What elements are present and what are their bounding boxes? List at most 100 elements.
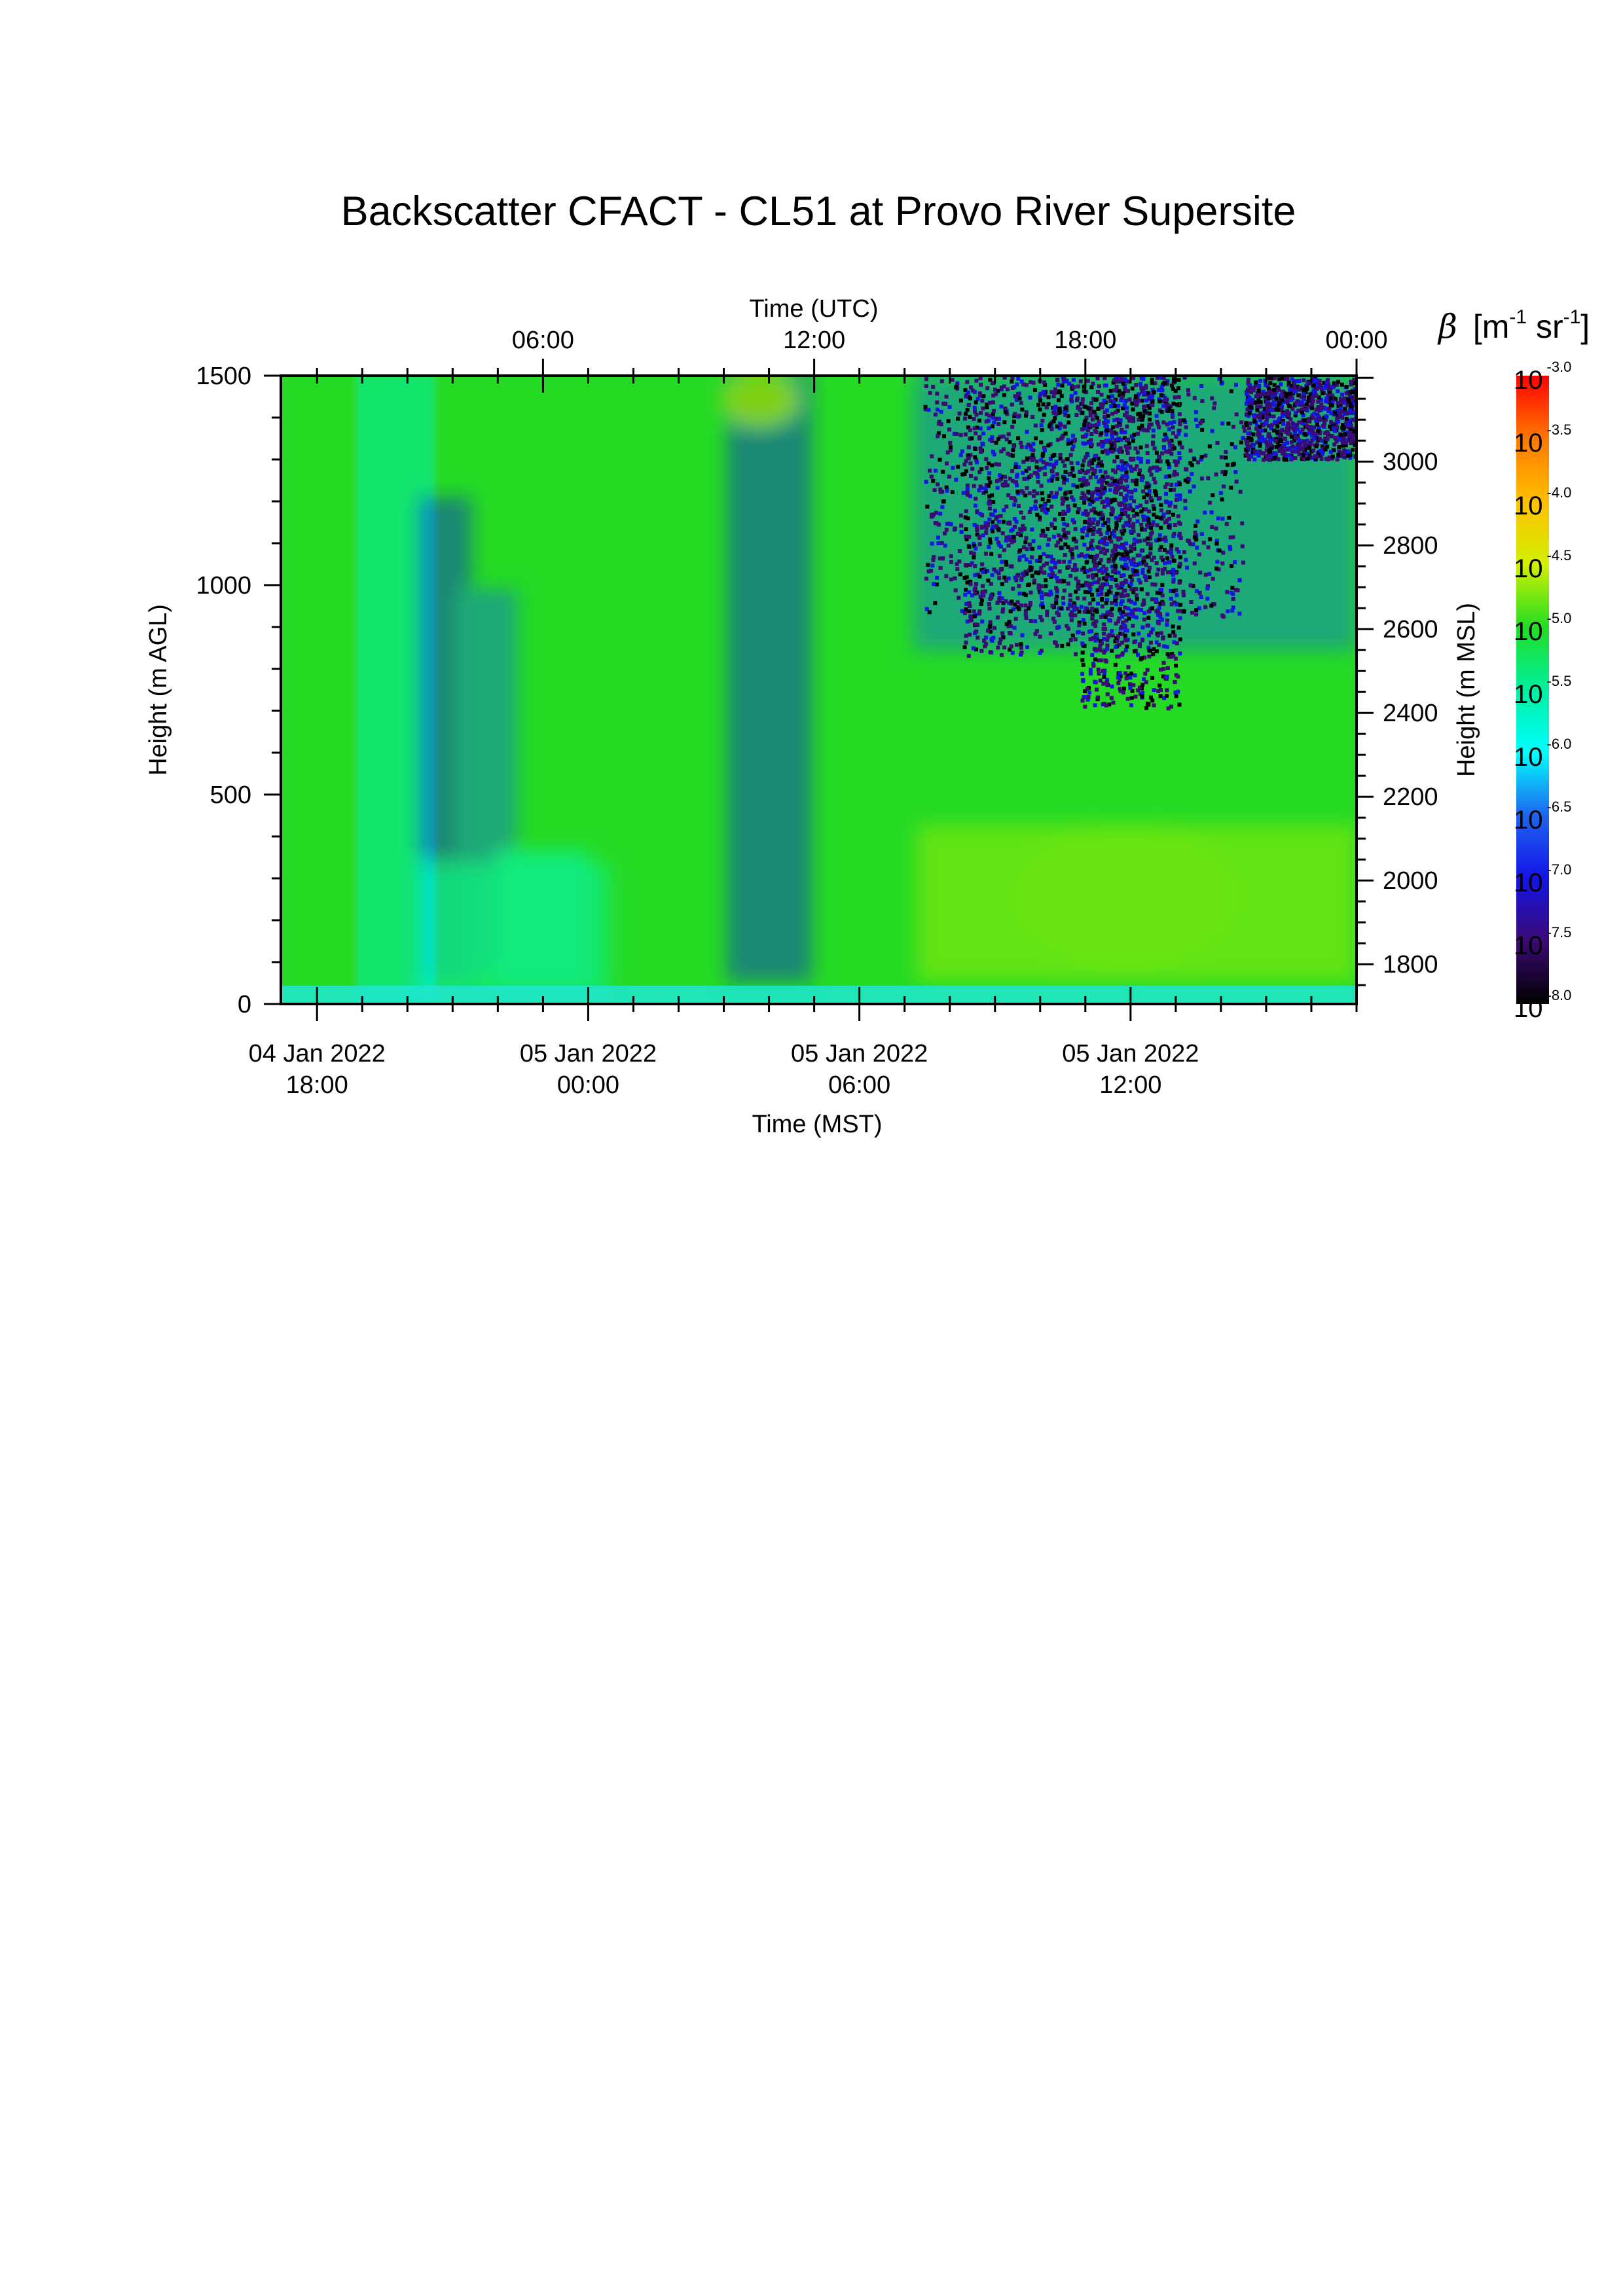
heatmap-noise-cell	[1234, 479, 1239, 484]
heatmap-column	[381, 376, 388, 1004]
heatmap-noise-cell	[945, 450, 950, 455]
heatmap-column	[1241, 376, 1248, 1004]
colorbar-tick-label: 10 -6.0	[1514, 736, 1571, 772]
heatmap-noise-cell	[978, 393, 983, 398]
heatmap-noise-cell	[1252, 413, 1256, 418]
heatmap-noise-cell	[1129, 609, 1134, 613]
heatmap-noise-cell	[1317, 437, 1322, 441]
heatmap-noise-cell	[1082, 621, 1087, 626]
heatmap-noise-cell	[1117, 616, 1122, 620]
heatmap-noise-cell	[1099, 658, 1103, 662]
heatmap-noise-cell	[1194, 608, 1199, 613]
heatmap-noise-cell	[1103, 569, 1108, 573]
heatmap-noise-cell	[1127, 397, 1132, 402]
heatmap-noise-cell	[1129, 456, 1133, 461]
heatmap-noise-cell	[1052, 407, 1057, 412]
heatmap-noise-cell	[1129, 544, 1133, 548]
heatmap-noise-cell	[1114, 521, 1119, 526]
heatmap-noise-cell	[1154, 490, 1158, 495]
heatmap-noise-cell	[1186, 476, 1190, 481]
heatmap-noise-cell	[1263, 406, 1267, 411]
heatmap-noise-cell	[1042, 552, 1046, 556]
heatmap-noise-cell	[1146, 428, 1150, 433]
heatmap-noise-cell	[994, 440, 998, 445]
heatmap-noise-cell	[1036, 586, 1041, 590]
heatmap-column	[357, 376, 364, 1004]
heatmap-noise-cell	[1324, 397, 1329, 401]
heatmap-noise-cell	[1049, 523, 1054, 528]
heatmap-noise-cell	[1304, 402, 1309, 406]
heatmap-noise-cell	[1008, 631, 1012, 636]
heatmap-noise-cell	[1248, 422, 1252, 426]
heatmap-noise-cell	[1012, 626, 1017, 630]
heatmap-noise-cell	[1023, 569, 1028, 574]
heatmap-noise-cell	[1117, 642, 1122, 647]
heatmap-noise-cell	[1085, 547, 1090, 551]
heatmap-noise-cell	[1320, 452, 1324, 456]
heatmap-noise-cell	[1149, 403, 1154, 407]
heatmap-noise-cell	[1045, 613, 1049, 617]
heatmap-noise-cell	[1053, 387, 1057, 391]
heatmap-column	[464, 376, 470, 1004]
heatmap-noise-cell	[1070, 547, 1074, 552]
heatmap-noise-cell	[1060, 643, 1065, 648]
heatmap-noise-cell	[1112, 556, 1116, 561]
heatmap-noise-cell	[1118, 516, 1123, 520]
heatmap-noise-cell	[1205, 586, 1210, 591]
heatmap-noise-cell	[1170, 554, 1175, 559]
heatmap-column	[941, 376, 947, 1004]
heatmap-noise-cell	[1269, 445, 1274, 450]
heatmap-noise-cell	[965, 580, 970, 584]
heatmap-noise-cell	[1115, 417, 1120, 422]
heatmap-noise-cell	[959, 529, 964, 534]
heatmap-noise-cell	[1053, 416, 1057, 420]
heatmap-noise-cell	[1135, 464, 1139, 469]
heatmap-noise-cell	[987, 517, 992, 522]
heatmap-column	[1218, 376, 1224, 1004]
heatmap-noise-cell	[988, 501, 993, 506]
heatmap-noise-cell	[1123, 671, 1128, 675]
heatmap-noise-cell	[1148, 551, 1153, 556]
heatmap-noise-cell	[1118, 446, 1123, 450]
heatmap-noise-cell	[1056, 533, 1061, 537]
heatmap-noise-cell	[983, 489, 988, 493]
heatmap-noise-cell	[926, 408, 931, 412]
heatmap-noise-cell	[1169, 482, 1174, 487]
heatmap-noise-cell	[1057, 579, 1062, 584]
top-axis-tick-label: 00:00	[1325, 327, 1387, 354]
heatmap-noise-cell	[981, 584, 985, 588]
heatmap-noise-cell	[1157, 397, 1161, 402]
heatmap-noise-cell	[1121, 406, 1125, 410]
heatmap-noise-cell	[1139, 608, 1144, 613]
heatmap-noise-cell	[1056, 398, 1061, 403]
heatmap-noise-cell	[1058, 453, 1063, 457]
heatmap-noise-cell	[1165, 666, 1170, 671]
heatmap-noise-cell	[1135, 511, 1139, 516]
heatmap-noise-cell	[1342, 448, 1347, 453]
heatmap-noise-cell	[1004, 504, 1009, 509]
heatmap-noise-cell	[1217, 548, 1222, 553]
heatmap-noise-cell	[1102, 651, 1106, 655]
colorbar-tick-label: 10 -7.5	[1514, 924, 1571, 960]
heatmap-noise-cell	[1120, 545, 1124, 550]
heatmap-noise-cell	[1123, 634, 1127, 638]
heatmap-noise-cell	[1085, 378, 1090, 383]
heatmap-noise-cell	[1150, 378, 1154, 382]
heatmap-noise-cell	[1140, 625, 1145, 630]
heatmap-noise-cell	[1241, 435, 1245, 440]
heatmap-column	[428, 376, 435, 1004]
heatmap-noise-cell	[966, 445, 971, 450]
heatmap-noise-cell	[1042, 472, 1047, 476]
heatmap-noise-cell	[1093, 556, 1098, 560]
heatmap-noise-cell	[1149, 422, 1154, 427]
heatmap-noise-cell	[1121, 485, 1125, 490]
heatmap-noise-cell	[1169, 602, 1174, 607]
heatmap-column	[805, 376, 812, 1004]
heatmap-noise-cell	[1086, 428, 1091, 433]
heatmap-noise-cell	[1171, 444, 1175, 448]
heatmap-noise-cell	[1316, 404, 1321, 409]
heatmap-noise-cell	[1067, 420, 1071, 425]
heatmap-noise-cell	[1338, 437, 1342, 442]
heatmap-noise-cell	[1296, 408, 1301, 413]
heatmap-noise-cell	[973, 446, 977, 451]
